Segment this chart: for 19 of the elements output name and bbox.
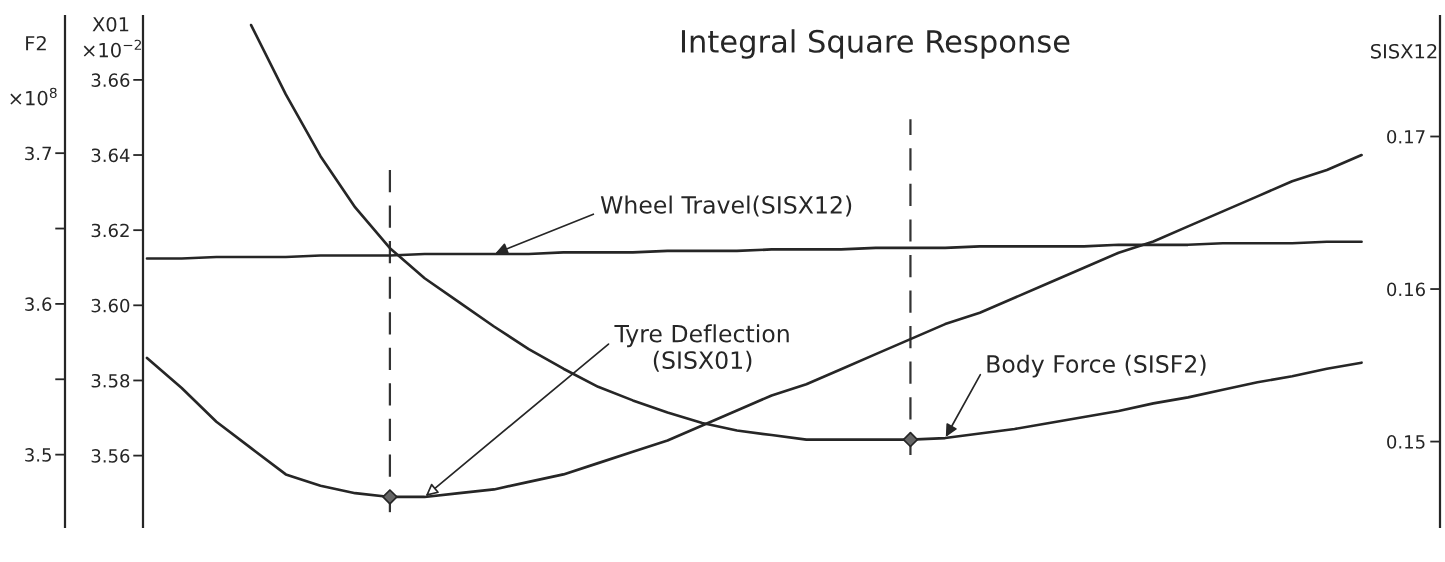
chart-title: Integral Square Response <box>681 29 1070 59</box>
series-label: Tyre Deflection (SISX01) <box>614 324 789 372</box>
y-tick-label: 3.64 <box>91 148 130 163</box>
y2-axis-title: SISX12 <box>1371 43 1437 59</box>
y-axis-title: X01 ×10$^{−2}$ <box>83 16 142 58</box>
series-label: Body Force (SISF2) <box>987 354 1206 378</box>
y-tick-label: 3.66 <box>91 73 130 87</box>
y3-tick-label: 3.7 <box>25 146 51 161</box>
y2-tick-label: 0.17 <box>1387 129 1425 144</box>
y-tick-label: 3.62 <box>91 223 129 238</box>
text: F2 ×10$^{8}$ <box>10 35 57 106</box>
y2-tick-label: 0.16 <box>1387 282 1425 297</box>
y2-tick-label: 0.15 <box>1387 435 1425 449</box>
y-tick-label: 3.58 <box>91 373 130 388</box>
y3-tick-label: 3.6 <box>25 297 52 312</box>
y-tick-label: 3.56 <box>91 449 130 463</box>
series-label: Wheel Travel(SISX12) <box>600 195 852 217</box>
y-tick-label: 3.60 <box>91 298 130 313</box>
y3-tick-label: 3.5 <box>25 448 51 462</box>
